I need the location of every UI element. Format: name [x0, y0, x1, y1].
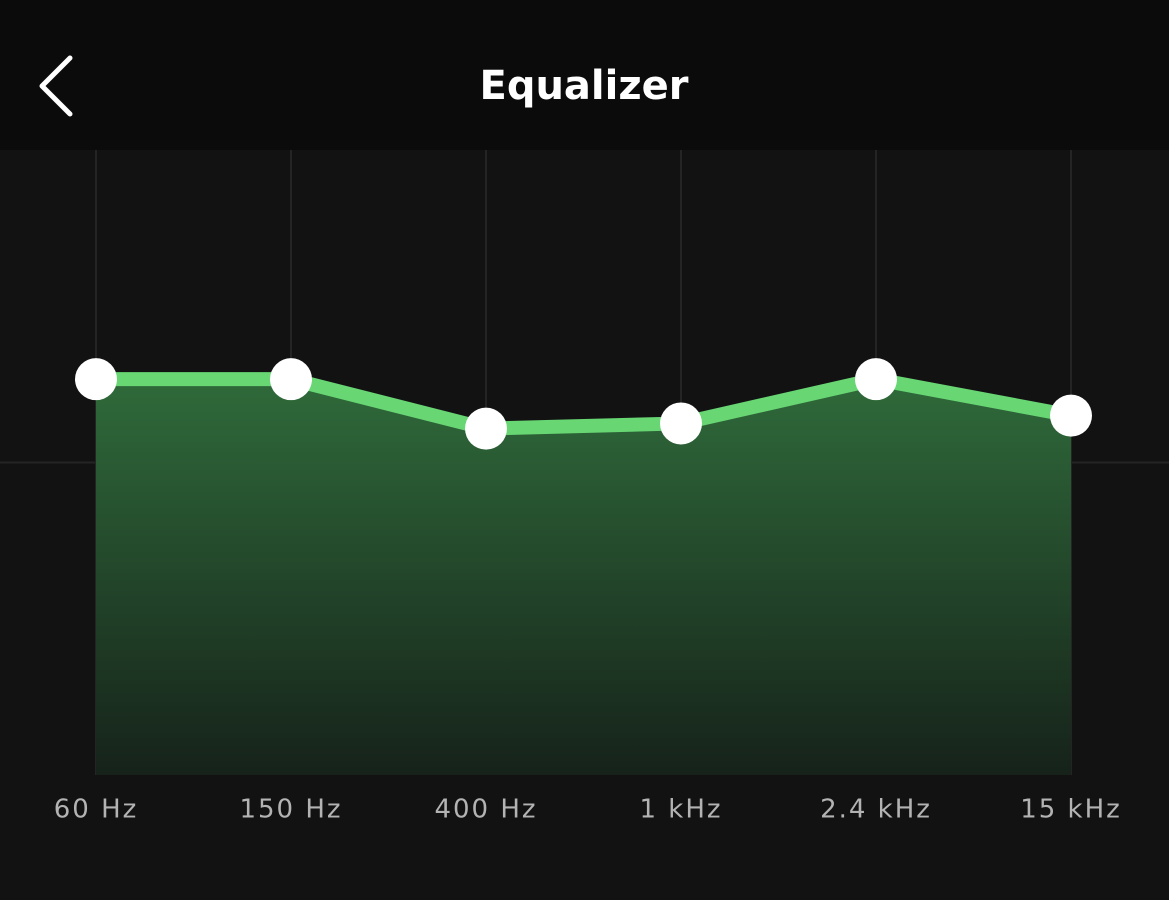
gain-area — [96, 379, 1071, 775]
x-tick-label: 150 Hz — [239, 795, 342, 825]
band-handle[interactable] — [270, 358, 312, 401]
band-handle[interactable] — [465, 407, 507, 450]
back-button[interactable] — [39, 55, 73, 117]
band-handle[interactable] — [660, 402, 702, 445]
x-tick-label: 60 Hz — [54, 795, 139, 825]
x-tick-label: 2.4 kHz — [820, 795, 932, 825]
x-tick-label: 1 kHz — [639, 795, 722, 825]
header-bar — [0, 0, 1169, 150]
x-tick-label: 400 Hz — [434, 795, 537, 825]
x-tick-label: 15 kHz — [1020, 795, 1122, 825]
page-title: Equalizer — [480, 63, 689, 109]
band-handle[interactable] — [855, 358, 897, 401]
gain-line — [96, 372, 1073, 436]
band-handle[interactable] — [75, 358, 117, 401]
band-handle[interactable] — [1050, 394, 1092, 437]
